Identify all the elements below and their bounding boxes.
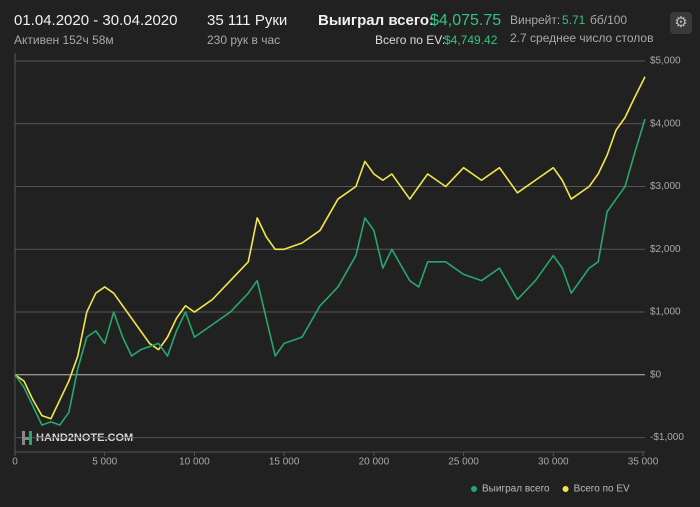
x-tick-label: 30 000: [538, 457, 569, 468]
ev-value: $4,749.42: [444, 33, 498, 47]
y-tick-label: $0: [650, 369, 662, 380]
y-tick-label: $5,000: [650, 56, 681, 67]
watermark-icon: [22, 431, 32, 445]
legend-label: Всего по EV: [574, 484, 630, 495]
active-time: Активен 152ч 58м: [14, 33, 114, 47]
period: 01.04.2020 - 30.04.2020: [14, 12, 178, 29]
x-tick-label: 15 000: [269, 457, 300, 468]
y-tick-label: $2,000: [650, 244, 681, 255]
winrate-value: 5.71: [562, 13, 586, 27]
settings-button[interactable]: ⚙: [670, 12, 692, 34]
x-tick-label: 5 000: [92, 457, 117, 468]
y-tick-label: $3,000: [650, 181, 681, 192]
legend-swatch: [471, 486, 477, 492]
winrate-unit: бб/100: [590, 13, 628, 27]
legend-swatch: [562, 486, 569, 492]
y-tick-label: -$1,000: [650, 432, 684, 443]
hands: 35 111 Руки: [207, 12, 288, 29]
won-value: $4,075.75: [430, 12, 502, 29]
x-tick-label: 10 000: [179, 457, 210, 468]
y-tick-label: $1,000: [650, 307, 681, 318]
series-line: [14, 76, 646, 420]
x-tick-label: 20 000: [359, 457, 390, 468]
series-line: [14, 118, 646, 426]
won-label: Выиграл всего:: [318, 12, 435, 29]
hands-per-hour: 230 рук в час: [207, 33, 281, 47]
winrate-label: Винрейт:: [510, 13, 561, 27]
x-tick-label: 25 000: [448, 457, 479, 468]
x-tick-label: 0: [12, 457, 18, 468]
x-tick-label: 35 000: [628, 457, 659, 468]
y-tick-label: $4,000: [650, 118, 681, 129]
ev-label: Всего по EV:: [375, 33, 446, 47]
legend-label: Выиграл всего: [482, 484, 550, 495]
tables: 2.7 среднее число столов: [510, 31, 654, 45]
